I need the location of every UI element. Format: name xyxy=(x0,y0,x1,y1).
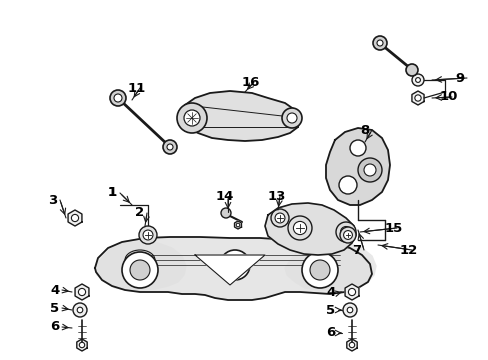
Circle shape xyxy=(282,108,302,128)
Circle shape xyxy=(349,140,365,156)
Circle shape xyxy=(340,226,351,238)
Circle shape xyxy=(78,288,85,296)
Circle shape xyxy=(77,307,82,313)
Text: 1: 1 xyxy=(108,186,117,199)
Polygon shape xyxy=(95,242,185,290)
Circle shape xyxy=(236,223,239,227)
Circle shape xyxy=(122,252,158,288)
Text: 5: 5 xyxy=(50,302,59,315)
Circle shape xyxy=(110,90,126,106)
Polygon shape xyxy=(411,91,423,105)
Polygon shape xyxy=(264,203,355,255)
Text: 2: 2 xyxy=(135,207,144,220)
Text: 8: 8 xyxy=(359,123,368,136)
Circle shape xyxy=(414,95,420,101)
Text: 4: 4 xyxy=(50,284,59,297)
Polygon shape xyxy=(234,221,241,229)
Circle shape xyxy=(114,94,122,102)
Circle shape xyxy=(347,288,355,296)
Circle shape xyxy=(287,216,311,240)
Text: 12: 12 xyxy=(399,243,417,256)
Polygon shape xyxy=(325,128,389,205)
Text: 1: 1 xyxy=(108,186,117,199)
Circle shape xyxy=(143,230,153,240)
Text: 6: 6 xyxy=(50,320,59,333)
Circle shape xyxy=(79,342,84,348)
Circle shape xyxy=(411,74,423,86)
Circle shape xyxy=(348,342,354,348)
Circle shape xyxy=(177,103,206,133)
Circle shape xyxy=(335,222,355,242)
Circle shape xyxy=(293,221,306,235)
Circle shape xyxy=(73,303,87,317)
Circle shape xyxy=(342,303,356,317)
Polygon shape xyxy=(77,339,87,351)
Circle shape xyxy=(338,176,356,194)
Circle shape xyxy=(415,78,420,82)
Circle shape xyxy=(302,252,337,288)
Text: 7: 7 xyxy=(351,243,360,256)
Circle shape xyxy=(130,260,150,280)
Text: 6: 6 xyxy=(325,327,335,339)
Text: 4: 4 xyxy=(325,287,335,300)
Circle shape xyxy=(221,208,230,218)
Circle shape xyxy=(286,113,296,123)
Circle shape xyxy=(71,215,79,222)
Circle shape xyxy=(183,110,200,126)
Text: 13: 13 xyxy=(267,189,286,202)
Polygon shape xyxy=(195,255,264,285)
Polygon shape xyxy=(68,210,82,226)
Text: 3: 3 xyxy=(48,194,57,207)
Circle shape xyxy=(167,144,173,150)
Polygon shape xyxy=(182,91,299,141)
Circle shape xyxy=(363,164,375,176)
Text: 15: 15 xyxy=(384,221,403,234)
Circle shape xyxy=(139,226,157,244)
Text: 16: 16 xyxy=(242,76,260,89)
Circle shape xyxy=(339,227,355,243)
Circle shape xyxy=(274,213,285,223)
Circle shape xyxy=(220,250,249,280)
Text: 9: 9 xyxy=(454,72,463,85)
Circle shape xyxy=(346,307,352,313)
Text: 11: 11 xyxy=(128,81,146,94)
Text: 5: 5 xyxy=(325,303,334,316)
Text: 14: 14 xyxy=(216,189,234,202)
Text: 10: 10 xyxy=(439,90,457,104)
Polygon shape xyxy=(346,339,356,351)
Circle shape xyxy=(372,36,386,50)
Circle shape xyxy=(309,260,329,280)
Circle shape xyxy=(270,209,288,227)
Polygon shape xyxy=(345,284,358,300)
Circle shape xyxy=(343,231,352,239)
Circle shape xyxy=(405,64,417,76)
Circle shape xyxy=(376,40,382,46)
Polygon shape xyxy=(285,242,375,290)
Circle shape xyxy=(163,140,177,154)
Polygon shape xyxy=(75,284,89,300)
Polygon shape xyxy=(95,237,371,300)
Circle shape xyxy=(357,158,381,182)
